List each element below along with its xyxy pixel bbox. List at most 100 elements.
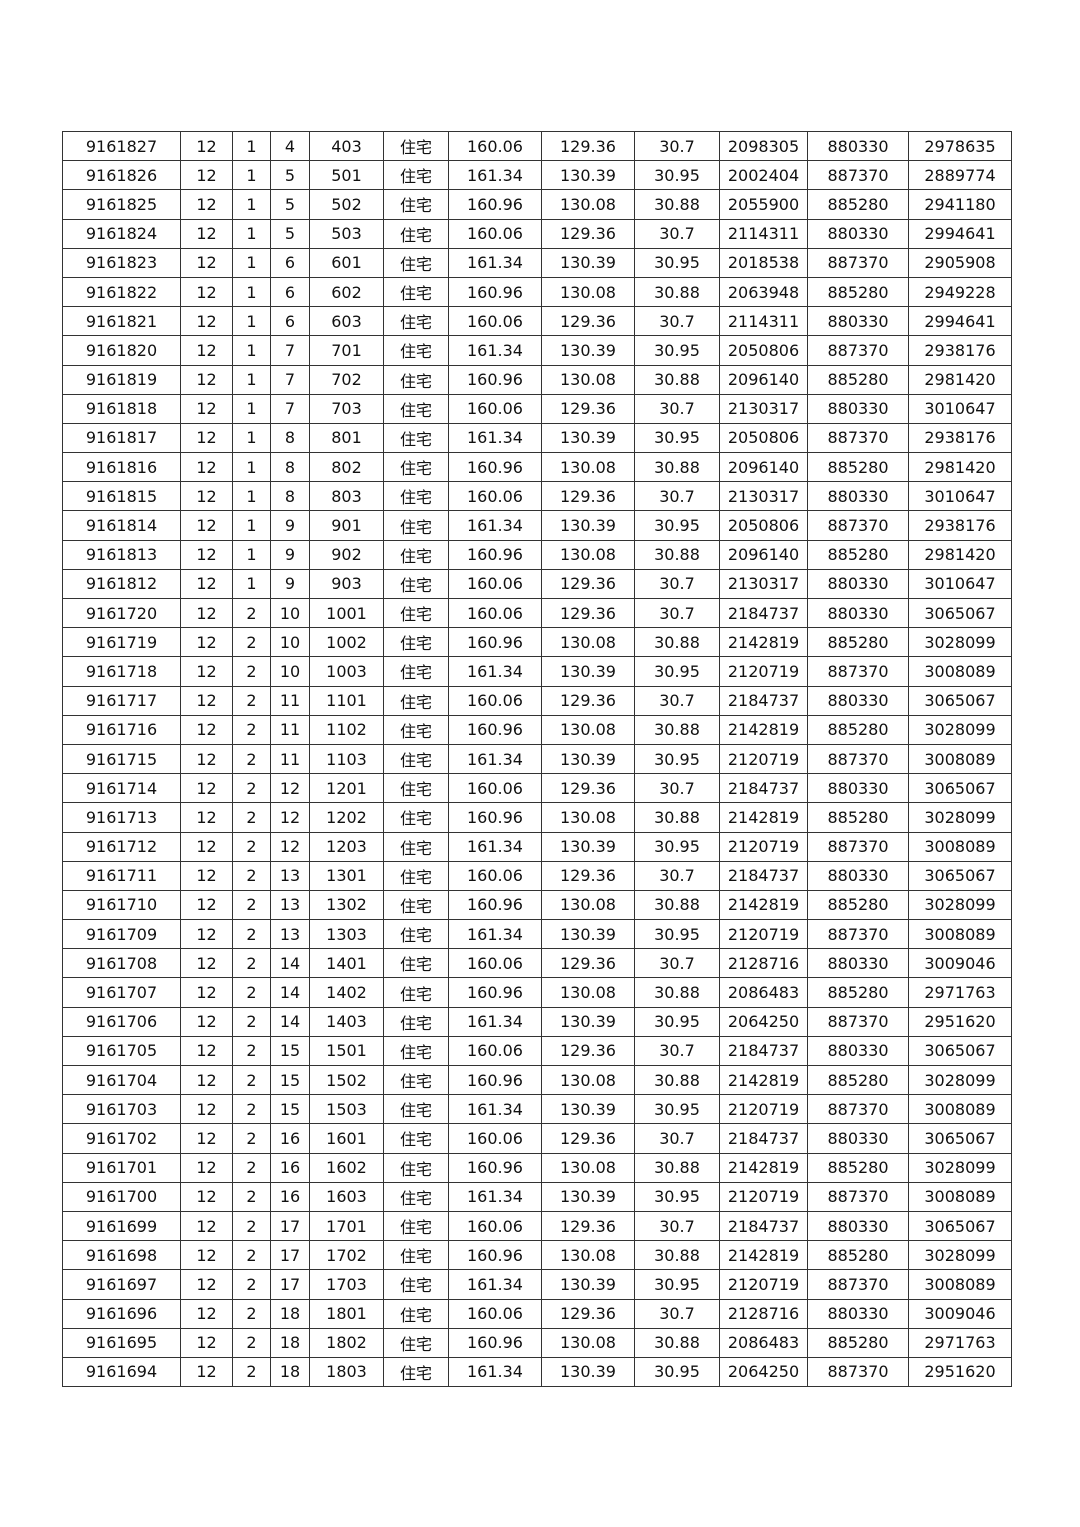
cell-total-price: 2981420	[908, 452, 1012, 483]
cell-price-b: 885280	[807, 189, 909, 220]
cell-shared-area: 30.88	[634, 276, 720, 308]
cell-unit-id: 9161705	[62, 1035, 181, 1067]
cell-unit-no: 2	[232, 831, 271, 862]
cell-total-price: 3028099	[908, 1152, 1012, 1183]
table-row: 9161719 12 2 10 1002 住宅 160.96 130.08 30.88 21428…	[62, 627, 1012, 658]
cell-total-price: 3008089	[908, 1094, 1012, 1125]
cell-shared-area: 30.88	[634, 539, 720, 570]
cell-unit-no: 2	[232, 743, 271, 775]
cell-building: 12	[180, 510, 233, 541]
cell-usage: 住宅	[383, 1123, 449, 1154]
cell-gross-area: 161.34	[448, 247, 542, 278]
cell-shared-area: 30.95	[634, 160, 720, 191]
cell-price-b: 885280	[807, 452, 909, 483]
cell-unit-no: 1	[232, 393, 271, 424]
cell-gross-area: 160.96	[448, 1240, 542, 1271]
cell-shared-area: 30.95	[634, 422, 720, 454]
cell-floor: 17	[270, 1240, 310, 1271]
cell-price-b: 880330	[807, 306, 909, 337]
cell-price-b: 880330	[807, 130, 909, 162]
cell-floor: 17	[270, 1269, 310, 1300]
table-row: 9161708 12 2 14 1401 住宅 160.06 129.36 30.7 212871…	[62, 948, 1012, 979]
table-row: 9161714 12 2 12 1201 住宅 160.06 129.36 30.7 218473…	[62, 773, 1012, 804]
cell-usage: 住宅	[383, 130, 449, 162]
cell-room: 1801	[309, 1298, 384, 1329]
cell-usage: 住宅	[383, 510, 449, 541]
cell-inner-area: 130.08	[541, 1240, 635, 1271]
cell-shared-area: 30.7	[634, 685, 720, 716]
cell-floor: 8	[270, 452, 310, 483]
cell-total-price: 3010647	[908, 393, 1012, 424]
cell-usage: 住宅	[383, 889, 449, 921]
cell-inner-area: 130.39	[541, 422, 635, 454]
cell-price-b: 880330	[807, 1123, 909, 1154]
cell-price-a: 2130317	[719, 393, 808, 424]
cell-gross-area: 160.96	[448, 1327, 542, 1358]
cell-unit-no: 2	[232, 860, 271, 891]
cell-price-a: 2184737	[719, 1210, 808, 1242]
cell-price-a: 2128716	[719, 948, 808, 979]
cell-shared-area: 30.88	[634, 1240, 720, 1271]
cell-inner-area: 129.36	[541, 597, 635, 629]
cell-inner-area: 129.36	[541, 130, 635, 162]
cell-unit-id: 9161706	[62, 1006, 181, 1037]
cell-total-price: 3009046	[908, 948, 1012, 979]
cell-room: 1601	[309, 1123, 384, 1154]
cell-shared-area: 30.7	[634, 1123, 720, 1154]
cell-building: 12	[180, 627, 233, 658]
cell-shared-area: 30.95	[634, 1094, 720, 1125]
cell-shared-area: 30.7	[634, 1298, 720, 1329]
cell-unit-id: 9161821	[62, 306, 181, 337]
cell-gross-area: 160.06	[448, 1035, 542, 1067]
cell-usage: 住宅	[383, 1356, 449, 1388]
cell-inner-area: 129.36	[541, 948, 635, 979]
cell-price-b: 880330	[807, 481, 909, 512]
cell-price-b: 880330	[807, 597, 909, 629]
cell-unit-id: 9161694	[62, 1356, 181, 1388]
cell-unit-no: 2	[232, 1123, 271, 1154]
cell-unit-no: 1	[232, 452, 271, 483]
cell-usage: 住宅	[383, 743, 449, 775]
cell-unit-no: 1	[232, 306, 271, 337]
cell-shared-area: 30.7	[634, 481, 720, 512]
cell-usage: 住宅	[383, 1210, 449, 1242]
cell-price-b: 887370	[807, 247, 909, 278]
table-row: 9161698 12 2 17 1702 住宅 160.96 130.08 30.88 21428…	[62, 1240, 1012, 1271]
cell-room: 1702	[309, 1240, 384, 1271]
cell-price-a: 2114311	[719, 218, 808, 249]
cell-building: 12	[180, 306, 233, 337]
cell-shared-area: 30.95	[634, 247, 720, 278]
cell-floor: 7	[270, 364, 310, 395]
cell-usage: 住宅	[383, 335, 449, 366]
cell-total-price: 3008089	[908, 656, 1012, 687]
cell-gross-area: 160.96	[448, 1152, 542, 1183]
cell-total-price: 3008089	[908, 743, 1012, 775]
cell-price-b: 880330	[807, 685, 909, 716]
table-row: 9161823 12 1 6 601 住宅 161.34 130.39 30.95 2018538…	[62, 247, 1012, 278]
cell-room: 1102	[309, 714, 384, 745]
cell-building: 12	[180, 1094, 233, 1125]
cell-price-b: 885280	[807, 1327, 909, 1358]
cell-price-a: 2142819	[719, 1240, 808, 1271]
cell-room: 803	[309, 481, 384, 512]
cell-building: 12	[180, 1269, 233, 1300]
cell-room: 902	[309, 539, 384, 570]
cell-price-a: 2064250	[719, 1006, 808, 1037]
cell-inner-area: 130.39	[541, 510, 635, 541]
cell-floor: 11	[270, 685, 310, 716]
cell-gross-area: 160.06	[448, 948, 542, 979]
cell-shared-area: 30.88	[634, 714, 720, 745]
cell-room: 703	[309, 393, 384, 424]
cell-total-price: 2949228	[908, 276, 1012, 308]
cell-total-price: 3065067	[908, 1210, 1012, 1242]
cell-room: 403	[309, 130, 384, 162]
cell-floor: 5	[270, 218, 310, 249]
cell-price-a: 2142819	[719, 889, 808, 921]
cell-shared-area: 30.88	[634, 889, 720, 921]
cell-usage: 住宅	[383, 627, 449, 658]
cell-unit-no: 1	[232, 130, 271, 162]
cell-price-b: 885280	[807, 802, 909, 833]
cell-total-price: 2994641	[908, 306, 1012, 337]
cell-inner-area: 130.39	[541, 919, 635, 950]
cell-usage: 住宅	[383, 656, 449, 687]
